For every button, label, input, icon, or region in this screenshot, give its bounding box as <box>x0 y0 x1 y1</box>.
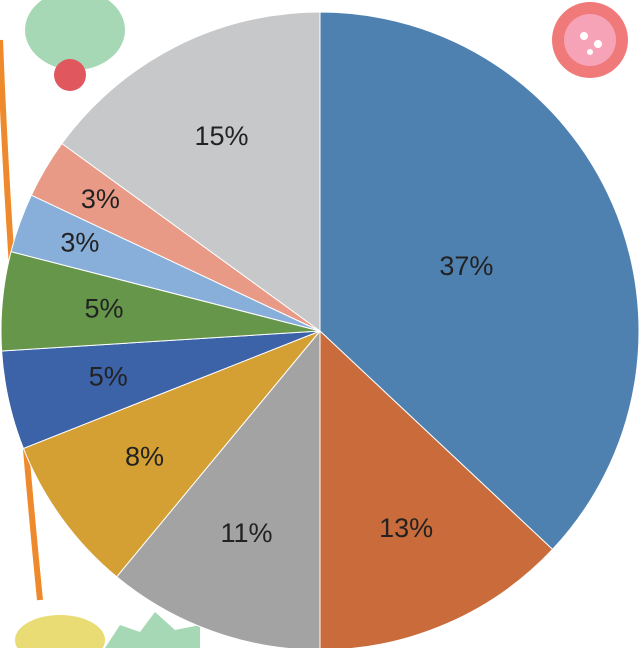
pie: 37% 13% 11% 8% 5% 5% 3% 3% 15% <box>1 12 639 648</box>
data-label: 13% <box>379 513 433 543</box>
data-label: 3% <box>60 228 99 258</box>
page: 37%13%11%8%5%5%3%3%15% (() => { const da… <box>0 0 641 648</box>
data-label: 8% <box>125 442 164 472</box>
data-label: 5% <box>89 361 128 391</box>
data-label: 11% <box>220 518 272 548</box>
data-label: 5% <box>85 294 124 324</box>
data-label: 15% <box>194 121 248 151</box>
chart: 37% 13% 11% 8% 5% 5% 3% 3% 15% <box>0 0 641 648</box>
data-label: 3% <box>81 184 120 214</box>
data-label: 37% <box>439 251 493 281</box>
